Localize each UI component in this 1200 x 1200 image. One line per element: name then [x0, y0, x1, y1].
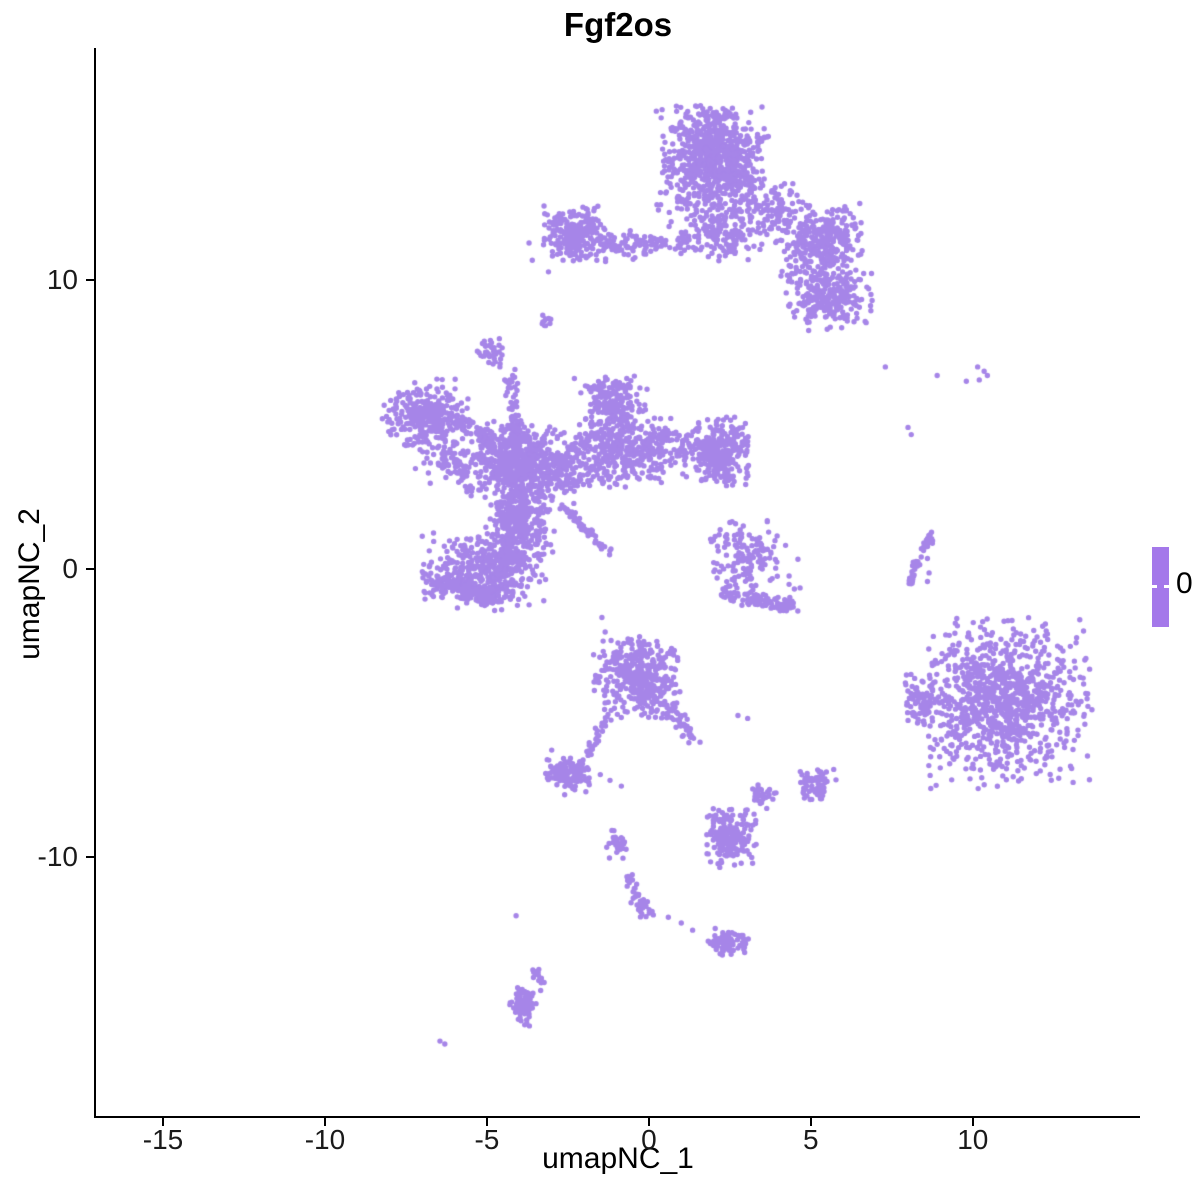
x-tick-mark: [162, 1118, 165, 1126]
legend-tick-label: 0: [1176, 567, 1193, 600]
x-axis-label: umapNC_1: [542, 1142, 694, 1175]
y-tick-mark: [86, 567, 94, 570]
y-tick-label: 0: [62, 552, 78, 584]
x-tick-mark: [323, 1118, 326, 1126]
umap-points-canvas: [95, 50, 1138, 1116]
legend-tick-notch: [1152, 585, 1157, 588]
y-tick-mark: [86, 279, 94, 282]
legend-colorbar: [1152, 547, 1169, 627]
x-tick-label: -15: [142, 1124, 184, 1155]
x-tick-label: -10: [304, 1124, 346, 1155]
x-axis-line: [94, 1116, 1140, 1118]
x-tick-label: 0: [641, 1124, 657, 1155]
x-tick-mark: [485, 1118, 488, 1126]
plot-title: Fgf2os: [563, 6, 673, 43]
legend-tick-notch: [1164, 585, 1169, 588]
y-tick-label: 10: [46, 264, 78, 296]
x-tick-label: -5: [474, 1124, 500, 1155]
x-tick-mark: [971, 1118, 974, 1126]
y-tick-label: -10: [37, 840, 78, 872]
x-tick-label: 5: [803, 1124, 819, 1155]
y-tick-mark: [86, 855, 94, 858]
x-tick-label: 10: [957, 1124, 989, 1155]
x-tick-mark: [647, 1118, 650, 1126]
legend: 0: [1150, 545, 1200, 645]
x-tick-mark: [809, 1118, 812, 1126]
